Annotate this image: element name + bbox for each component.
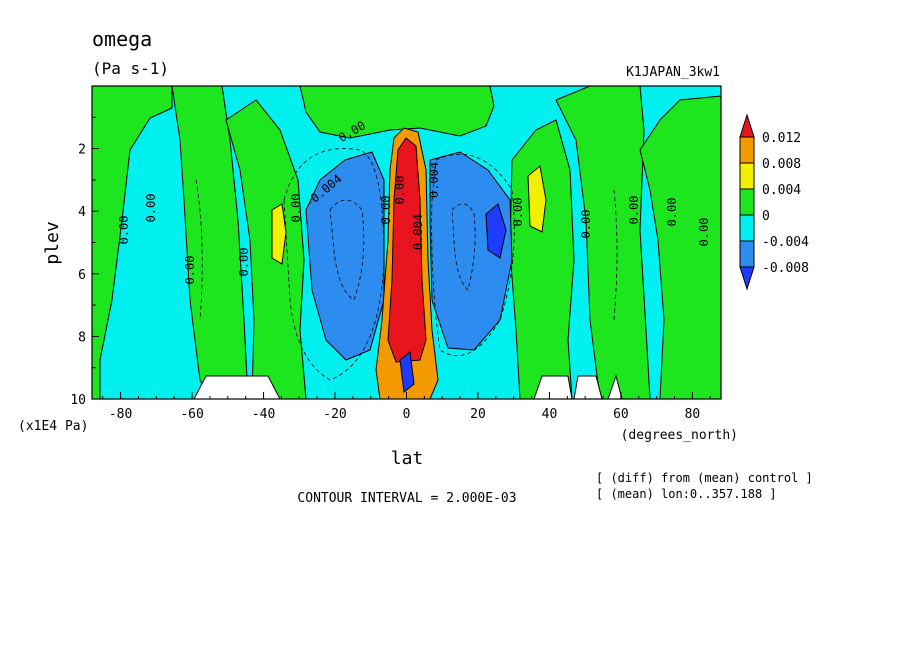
contour-label: 0.00 <box>289 194 303 223</box>
colorbar-swatch <box>739 188 755 216</box>
contour-label: 0.00 <box>117 216 131 245</box>
x-tick-label: -20 <box>323 407 346 422</box>
contour-label: 0.00 <box>237 248 251 277</box>
colorbar-label: 0.008 <box>762 157 801 172</box>
ascent-column <box>271 127 547 399</box>
neg-contour-6 <box>613 189 618 321</box>
x-tick-label: -80 <box>109 407 132 422</box>
y-tick-label: 8 <box>78 330 86 345</box>
plot-area: 0.00 0.00 0.00 0.00 0.00 0.00 -0.004 0.0… <box>92 86 721 399</box>
colorbar-swatch <box>739 136 755 164</box>
x-tick-label: 0 <box>403 407 411 422</box>
green-band-nh-polar <box>639 95 721 399</box>
yellow-patch-sh <box>271 203 287 265</box>
neg-contour-4 <box>451 203 476 291</box>
y-axis: 2 4 6 8 10 <box>70 116 99 408</box>
contour-label: 0.00 <box>697 218 711 247</box>
contour-label: 0.00 <box>379 196 393 225</box>
y-tick-label: 10 <box>70 393 86 408</box>
green-band-nh-high <box>555 86 651 399</box>
terrain-antarctica <box>193 375 281 399</box>
contour-label: 0.00 <box>665 198 679 227</box>
contour-interval: CONTOUR INTERVAL = 2.000E-03 <box>297 491 516 506</box>
colorbar: 0.012 0.008 0.004 0 -0.004 -0.008 <box>739 113 809 291</box>
yellow-patch-nh <box>527 165 547 233</box>
y-axis-label: plev <box>42 221 63 264</box>
colorbar-swatch <box>739 162 755 190</box>
neg-contour-5 <box>195 179 203 321</box>
note-diff: [ (diff) from (mean) control ] <box>596 471 813 485</box>
contour-label: 0.004 <box>427 162 441 198</box>
y-tick-label: 2 <box>78 143 86 158</box>
blue-core-surface <box>399 351 415 393</box>
terrain-nh-1 <box>533 375 573 399</box>
chart-title: omega <box>92 27 152 51</box>
x-axis-units: (degrees_north) <box>621 428 738 443</box>
colorbar-swatch <box>739 240 755 268</box>
colorbar-swatch <box>739 266 755 291</box>
contour-label: 0.00 <box>579 210 593 239</box>
colorbar-label: -0.008 <box>762 261 809 276</box>
x-axis: -80 -60 -40 -20 0 20 40 60 80 <box>102 392 711 422</box>
green-band-sh-mid <box>225 99 307 399</box>
green-band-sh-polar <box>92 86 173 399</box>
note-mean: [ (mean) lon:0..357.188 ] <box>596 487 777 501</box>
contour-label: 0.00 <box>627 196 641 225</box>
red-column-core <box>387 137 427 363</box>
x-tick-label: 60 <box>613 407 629 422</box>
terrain-masks <box>193 374 623 399</box>
y-tick-label: 4 <box>78 205 86 220</box>
run-label: K1JAPAN_3kw1 <box>626 65 720 80</box>
colorbar-label: 0.012 <box>762 131 801 146</box>
green-band-eq-top <box>299 86 495 139</box>
terrain-nh-3 <box>607 374 623 399</box>
blue-lobe-north <box>429 151 513 351</box>
chart-subtitle: (Pa s-1) <box>92 59 169 78</box>
neg-contour-2 <box>329 199 365 301</box>
terrain-nh-2 <box>573 375 603 399</box>
contour-label: 0.00 <box>144 194 158 223</box>
blue-core-north <box>485 203 507 259</box>
x-tick-label: -40 <box>252 407 275 422</box>
colorbar-label: -0.004 <box>762 235 809 250</box>
x-axis-label: lat <box>391 448 424 469</box>
contour-label: 0.00 <box>511 198 525 227</box>
negative-contours <box>195 148 618 381</box>
x-tick-label: 80 <box>685 407 701 422</box>
green-band-nh-mid <box>509 119 575 399</box>
colorbar-label: 0 <box>762 209 770 224</box>
x-tick-label: -60 <box>180 407 203 422</box>
contour-label: 0.004 <box>411 214 425 250</box>
neg-contour-3 <box>431 153 515 357</box>
colorbar-label: 0.004 <box>762 183 801 198</box>
colorbar-swatch <box>739 113 755 138</box>
x-tick-label: 40 <box>542 407 558 422</box>
positive-bands <box>92 86 721 399</box>
y-tick-label: 6 <box>78 268 86 283</box>
negative-lobes <box>305 151 513 361</box>
y-axis-units: (x1E4 Pa) <box>18 419 88 434</box>
colorbar-swatch <box>739 214 755 242</box>
neg-contour-1 <box>283 148 385 381</box>
x-tick-label: 20 <box>470 407 486 422</box>
contour-label: 0.00 <box>393 176 407 205</box>
contour-label: 0.00 <box>183 256 197 285</box>
